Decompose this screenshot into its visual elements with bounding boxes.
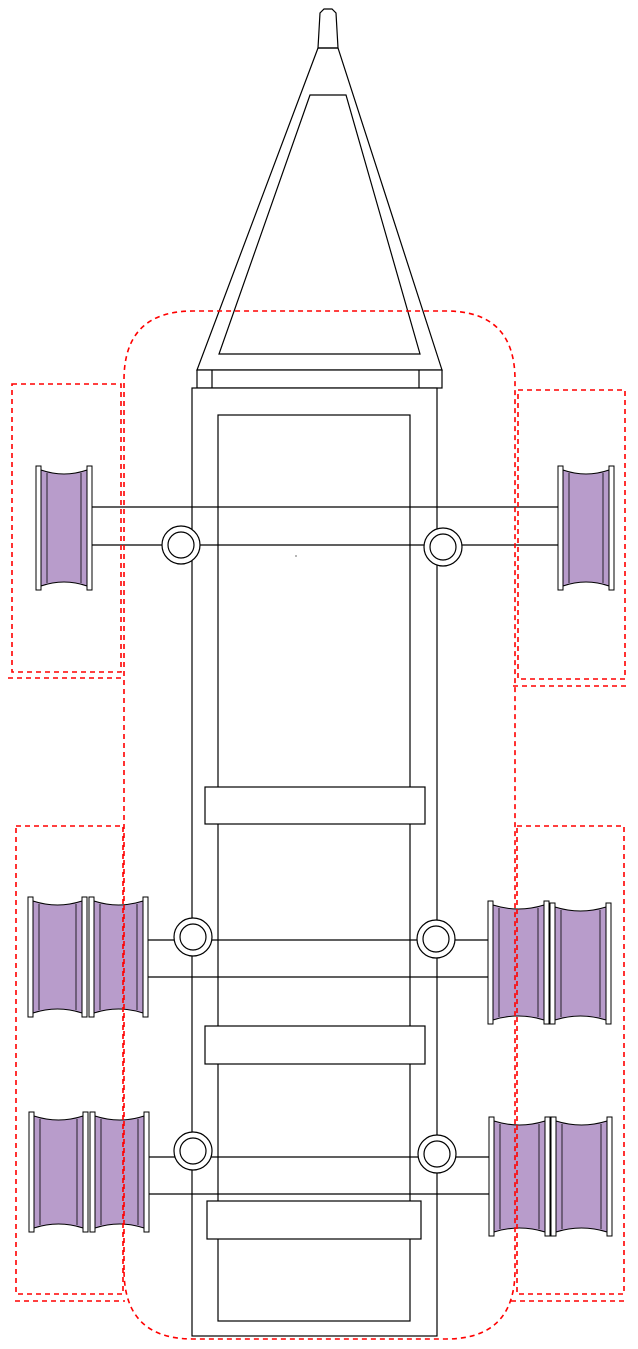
hub-inner-ring: [429, 533, 457, 561]
hub-inner-ring: [422, 925, 450, 953]
tire: [562, 469, 610, 587]
rear2-left-inner-wheel: [89, 1111, 150, 1233]
front-left-hub: [161, 525, 201, 565]
tire: [493, 1120, 546, 1233]
hub-inner-ring: [179, 1137, 207, 1165]
tongue-inner: [218, 94, 421, 355]
chassis-inner: [217, 414, 411, 1322]
tire: [32, 900, 83, 1014]
tire: [40, 469, 88, 587]
rear1-left-inner-wheel: [88, 896, 149, 1018]
rim-right: [143, 1111, 150, 1233]
tire: [554, 906, 607, 1021]
hitch-coupler: [317, 8, 339, 49]
tongue: [196, 8, 443, 389]
chassis-outer: [191, 387, 438, 1337]
rim-left: [488, 1116, 495, 1237]
hubs: [161, 525, 463, 1174]
rim-left: [557, 465, 564, 591]
rim-left: [89, 1111, 96, 1233]
rim-right: [86, 465, 93, 591]
rim-right: [82, 1111, 89, 1233]
rim-right: [606, 1116, 613, 1237]
rim-left: [88, 896, 95, 1018]
front-left-wheel-zone: [11, 383, 122, 673]
dashed-zones: [8, 310, 628, 1340]
rear1-right-hub: [416, 919, 456, 959]
tire: [555, 1120, 608, 1233]
rear2-left-hub: [173, 1131, 213, 1171]
tire: [33, 1115, 84, 1229]
rear2-left-outer-wheel: [28, 1111, 89, 1233]
rim-left: [549, 902, 556, 1025]
hub-inner-ring: [179, 923, 207, 951]
center-dot: [295, 555, 297, 557]
rim-right: [544, 1116, 551, 1237]
rim-left: [27, 896, 34, 1018]
chassis: [191, 387, 438, 1337]
cross-member-1: [204, 786, 426, 825]
cross-member-3: [206, 1200, 422, 1240]
rear1-left-outer-wheel: [27, 896, 88, 1018]
rim-right: [543, 900, 550, 1025]
rim-left: [550, 1116, 557, 1237]
rim-right: [608, 465, 615, 591]
rear1-right-outer-wheel: [549, 902, 612, 1025]
rim-left: [35, 465, 42, 591]
front-right-hub: [423, 527, 463, 567]
rim-right: [142, 896, 149, 1018]
front-left-wheel: [35, 465, 93, 591]
rim-left: [487, 900, 494, 1025]
rear2-right-hub: [417, 1134, 457, 1174]
rim-right: [81, 896, 88, 1018]
tongue-outer: [196, 47, 443, 371]
tire: [93, 900, 144, 1014]
tire: [94, 1115, 145, 1229]
rim-right: [605, 902, 612, 1025]
rear2-right-outer-wheel: [550, 1116, 613, 1237]
rear1-left-hub: [173, 917, 213, 957]
hub-inner-ring: [167, 531, 195, 559]
cross-member-2: [204, 1025, 426, 1065]
tongue-crossbar: [196, 369, 443, 389]
rear1-right-inner-wheel: [487, 900, 550, 1025]
front-right-wheel: [557, 465, 615, 591]
tire: [492, 904, 545, 1021]
rear2-right-inner-wheel: [488, 1116, 551, 1237]
rim-left: [28, 1111, 35, 1233]
hub-inner-ring: [423, 1140, 451, 1168]
wheels: [27, 465, 615, 1237]
